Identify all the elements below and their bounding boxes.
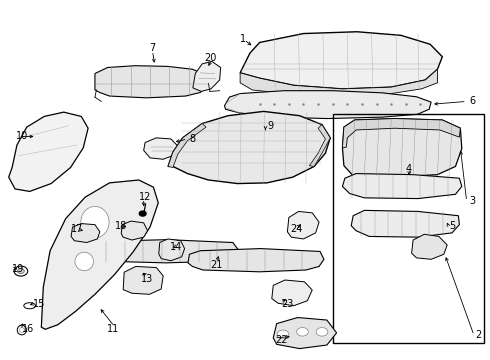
Text: 18: 18 xyxy=(115,221,127,231)
Ellipse shape xyxy=(20,328,25,333)
Ellipse shape xyxy=(81,206,109,238)
Polygon shape xyxy=(168,111,330,184)
Ellipse shape xyxy=(75,252,94,271)
Ellipse shape xyxy=(17,325,26,335)
Polygon shape xyxy=(343,118,460,148)
Circle shape xyxy=(296,328,308,336)
Text: 14: 14 xyxy=(170,242,182,252)
Text: 22: 22 xyxy=(275,335,288,345)
Polygon shape xyxy=(9,112,88,192)
Polygon shape xyxy=(288,211,319,239)
Polygon shape xyxy=(309,125,330,166)
Polygon shape xyxy=(240,69,438,95)
Text: 23: 23 xyxy=(282,299,294,309)
Polygon shape xyxy=(272,280,312,306)
Polygon shape xyxy=(351,210,460,237)
Polygon shape xyxy=(343,118,462,177)
Text: 21: 21 xyxy=(211,260,223,270)
Polygon shape xyxy=(188,249,324,272)
Polygon shape xyxy=(273,318,337,348)
Circle shape xyxy=(18,269,24,274)
Text: 19: 19 xyxy=(12,264,24,274)
Text: 24: 24 xyxy=(290,224,302,234)
Polygon shape xyxy=(168,123,206,167)
Ellipse shape xyxy=(24,303,35,309)
Polygon shape xyxy=(224,91,431,118)
Circle shape xyxy=(316,328,328,336)
Polygon shape xyxy=(240,32,442,89)
Text: 4: 4 xyxy=(406,164,412,174)
Text: 8: 8 xyxy=(189,134,195,144)
Text: 10: 10 xyxy=(16,131,28,141)
Polygon shape xyxy=(193,62,220,91)
Circle shape xyxy=(277,330,289,339)
Polygon shape xyxy=(412,234,447,259)
Text: 2: 2 xyxy=(475,330,481,341)
Polygon shape xyxy=(87,240,238,263)
Text: 9: 9 xyxy=(267,121,273,131)
Text: 17: 17 xyxy=(71,224,83,234)
Text: 1: 1 xyxy=(240,34,246,44)
Polygon shape xyxy=(144,138,178,159)
Polygon shape xyxy=(71,224,100,243)
Bar xyxy=(333,114,484,342)
Text: 12: 12 xyxy=(139,192,151,202)
Text: 20: 20 xyxy=(205,53,217,63)
Polygon shape xyxy=(123,266,163,294)
Text: 16: 16 xyxy=(22,324,34,334)
Text: 13: 13 xyxy=(142,274,154,284)
Text: 11: 11 xyxy=(107,324,120,334)
Polygon shape xyxy=(121,221,147,240)
Text: 5: 5 xyxy=(450,221,456,231)
Text: 7: 7 xyxy=(149,43,155,53)
Polygon shape xyxy=(159,239,185,261)
Text: 6: 6 xyxy=(469,96,475,107)
Text: 3: 3 xyxy=(469,197,475,206)
Polygon shape xyxy=(41,180,158,329)
Polygon shape xyxy=(95,66,210,98)
Circle shape xyxy=(14,266,28,276)
Circle shape xyxy=(139,211,146,216)
Polygon shape xyxy=(343,174,462,199)
Text: 15: 15 xyxy=(33,299,46,309)
